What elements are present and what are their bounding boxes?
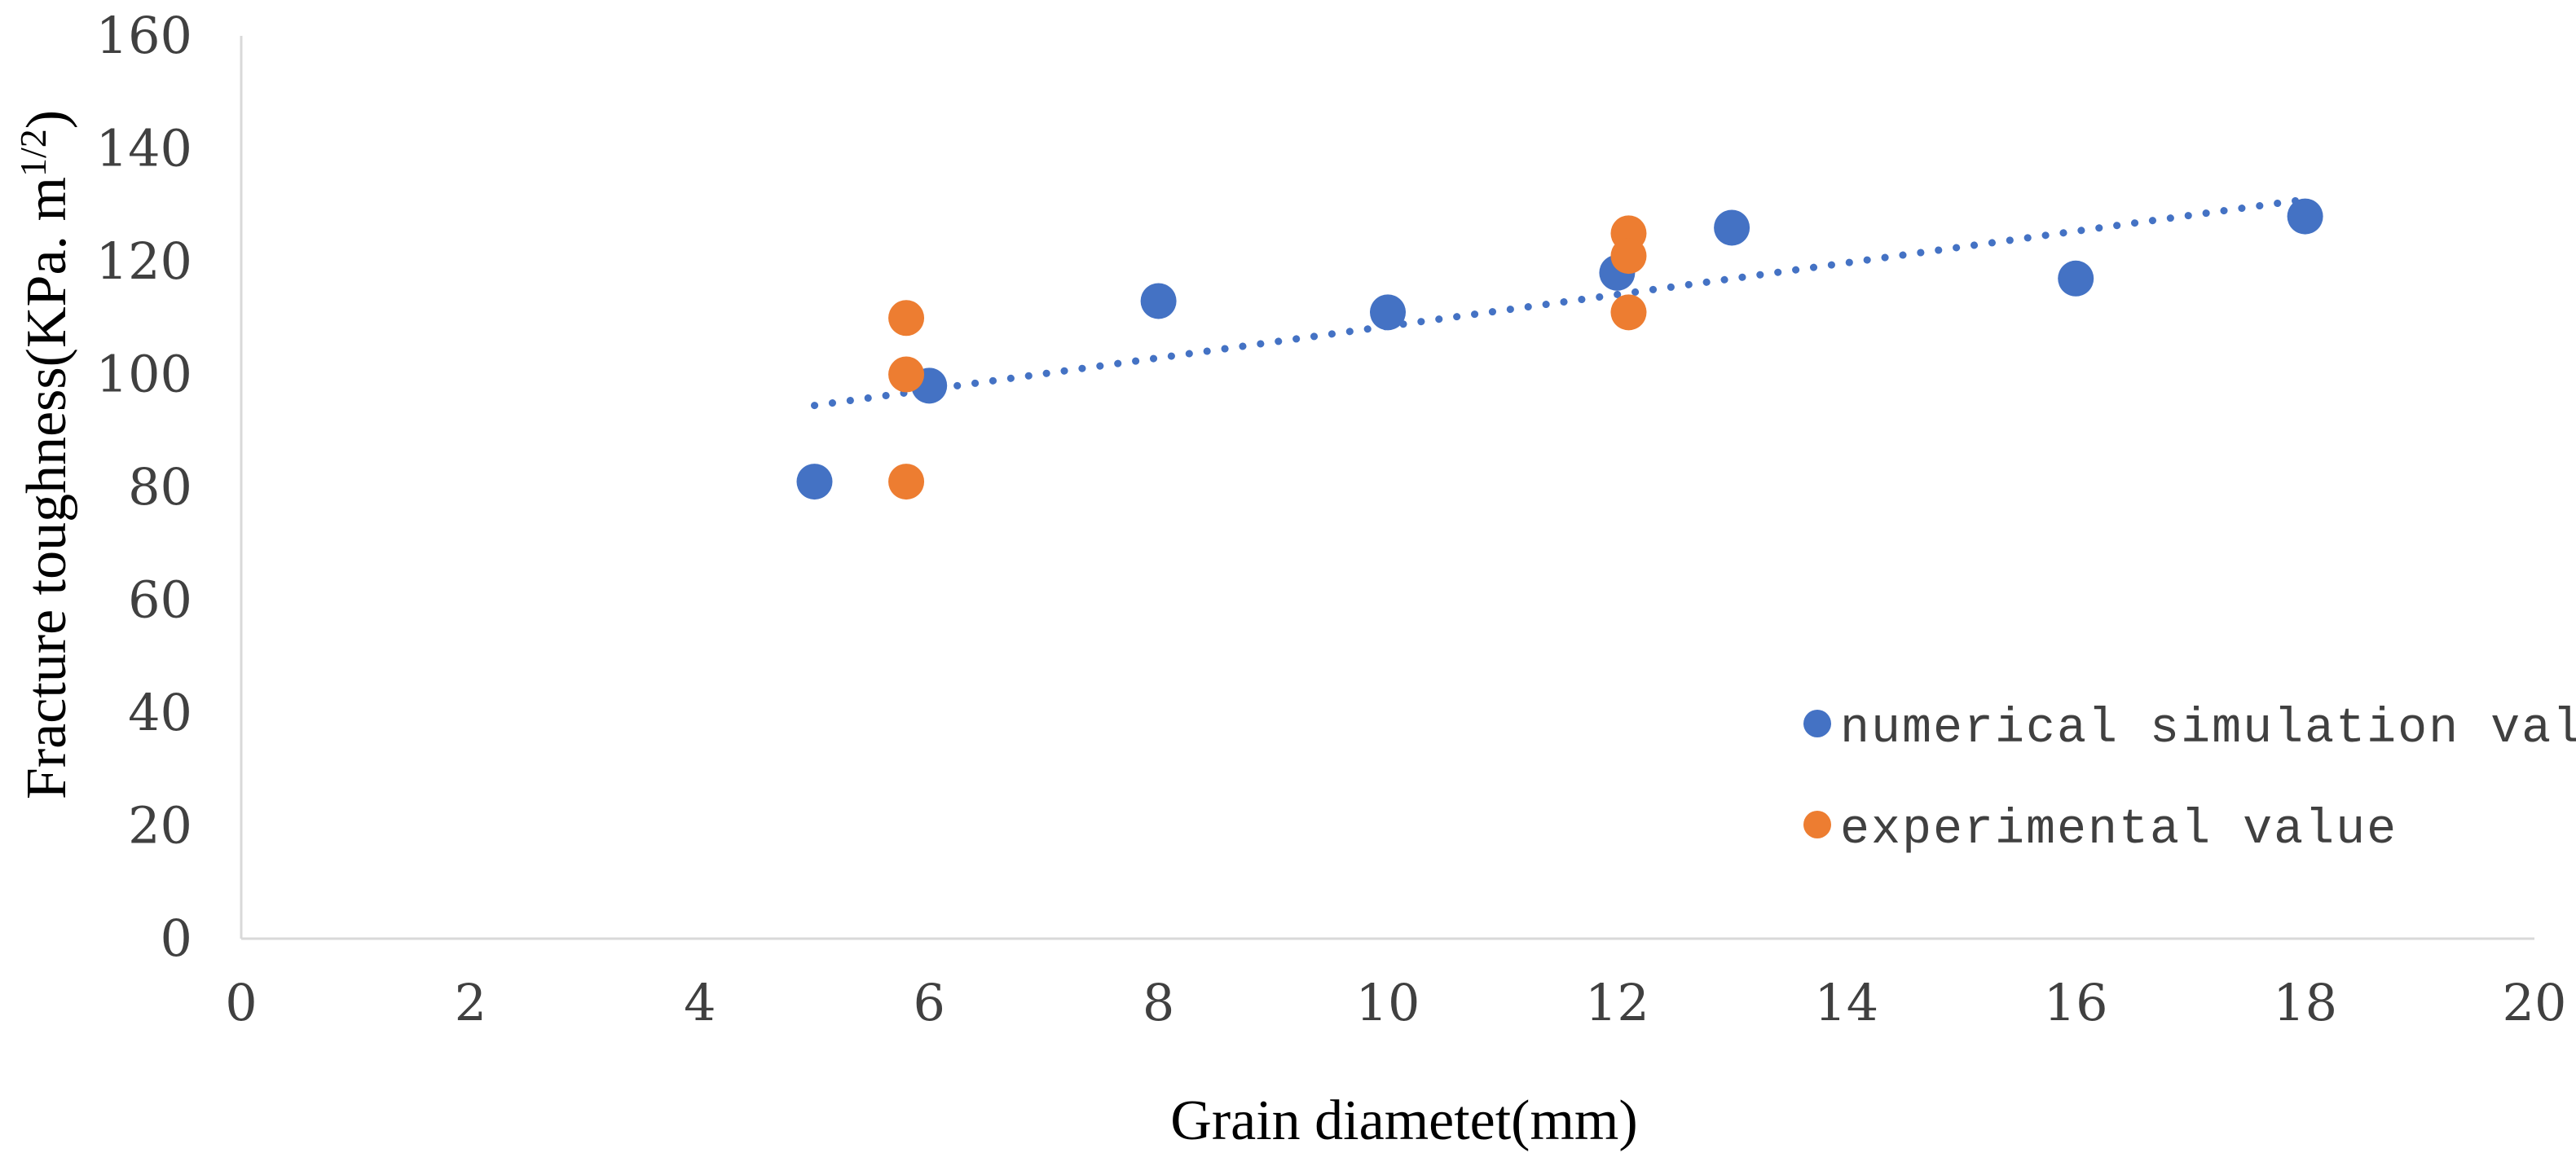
x-tick-label: 8 — [1143, 973, 1174, 1032]
y-tick-labels: 0 20 40 60 80 100 120 140 160 — [96, 6, 192, 968]
x-tick-labels: 0 2 4 6 8 10 12 14 16 18 20 — [225, 973, 2566, 1032]
x-tick-label: 18 — [2273, 973, 2337, 1032]
y-tick-label: 20 — [128, 796, 192, 856]
y-axis-title-close: ) — [15, 110, 78, 129]
numerical-point — [2287, 198, 2323, 235]
experimental-point — [888, 464, 925, 500]
experimental-point — [1610, 238, 1647, 275]
legend-label-experimental: experimental value — [1840, 803, 2398, 858]
x-tick-label: 14 — [1814, 973, 1878, 1032]
x-tick-label: 6 — [913, 973, 945, 1032]
x-tick-label: 12 — [1585, 973, 1649, 1032]
y-axis-title: Fracture toughness(KPa. m1/2) — [12, 110, 78, 799]
experimental-point — [888, 300, 925, 337]
numerical-point — [1370, 294, 1406, 331]
axes — [240, 36, 2534, 940]
numerical-point — [1714, 209, 1750, 246]
legend-label-numerical: numerical simulation value — [1840, 702, 2576, 757]
numerical-point — [796, 464, 833, 500]
x-tick-label: 20 — [2503, 973, 2567, 1032]
trendline-layer — [811, 196, 2310, 410]
y-tick-label: 120 — [96, 231, 192, 291]
y-tick-label: 140 — [96, 119, 192, 178]
y-tick-label: 60 — [128, 570, 192, 630]
y-tick-label: 100 — [96, 345, 192, 404]
numerical-point — [2058, 260, 2094, 297]
data-points — [796, 198, 2323, 500]
x-tick-label: 2 — [455, 973, 487, 1032]
numerical-point — [1140, 283, 1177, 319]
legend-marker-numerical — [1803, 710, 1831, 737]
legend: numerical simulation value experimental … — [1803, 702, 2576, 858]
legend-marker-experimental — [1803, 811, 1831, 838]
x-tick-label: 4 — [684, 973, 716, 1032]
y-tick-label: 40 — [128, 683, 192, 742]
y-tick-label: 0 — [161, 909, 192, 968]
legend-item-numerical: numerical simulation value — [1803, 702, 2576, 757]
y-tick-label: 160 — [96, 6, 192, 65]
x-axis-title: Grain diametet(mm) — [1170, 1089, 1637, 1152]
y-axis-title-superscript: 1/2 — [12, 129, 54, 177]
x-tick-label: 0 — [225, 973, 257, 1032]
y-tick-label: 80 — [128, 457, 192, 517]
experimental-point — [888, 356, 925, 393]
trendline — [811, 196, 2310, 410]
legend-item-experimental: experimental value — [1803, 803, 2398, 858]
x-tick-label: 16 — [2044, 973, 2108, 1032]
x-tick-label: 10 — [1356, 973, 1420, 1032]
experimental-point — [1610, 294, 1647, 331]
y-axis-title-main: Fracture toughness(KPa. m — [15, 177, 78, 799]
